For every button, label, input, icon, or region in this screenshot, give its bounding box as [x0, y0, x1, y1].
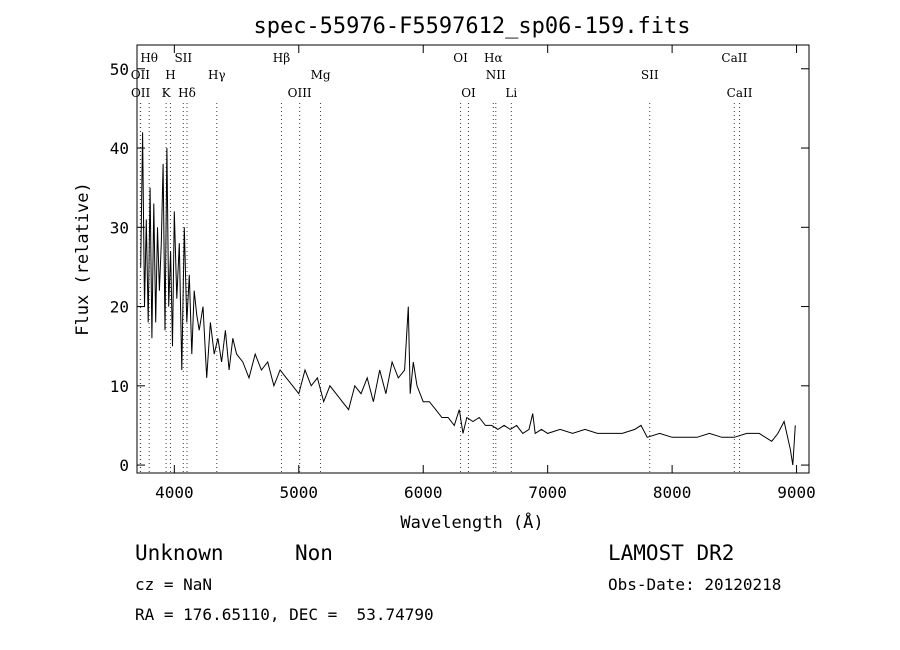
x-axis-label: Wavelength (Å) [400, 511, 543, 533]
spectral-line-label: Li [505, 86, 517, 100]
spectral-line-label: Hδ [178, 86, 196, 100]
x-tick-label: 9000 [777, 483, 816, 502]
y-tick-label: 30 [110, 218, 129, 237]
spectral-line-label: H [165, 68, 175, 82]
class-label: Unknown [135, 541, 224, 565]
y-tick-label: 50 [110, 60, 129, 79]
chart-title: spec-55976-F5597612_sp06-159.fits [253, 14, 690, 39]
x-tick-label: 6000 [404, 483, 443, 502]
spectral-line-label: Hθ [140, 51, 158, 65]
subclass-label: Non [295, 541, 333, 565]
x-tick-label: 8000 [653, 483, 692, 502]
spectral-line-label: Hγ [208, 68, 226, 82]
spectral-line-label: NII [486, 68, 506, 82]
spectral-line-label: Mg [311, 68, 331, 82]
spectral-line-label: OIII [288, 86, 312, 100]
line-marker-layer: OII OII Hθ KH SII Hδ Hγ Hβ OIII Mg OI OI Hα NII Li SII C… [131, 51, 753, 473]
spectral-line-label: CaII [721, 51, 747, 65]
coordinates-label: RA = 176.65110, DEC = 53.74790 [135, 605, 434, 624]
y-tick-label: 10 [110, 377, 129, 396]
redshift-label: cz = NaN [135, 575, 213, 594]
obs-date-label: Obs-Date: 20120218 [608, 575, 782, 594]
y-axis-label: Flux (relative) [73, 182, 93, 336]
y-tick-label: 40 [110, 139, 129, 158]
spectral-line-label: OI [461, 86, 476, 100]
spectral-line-label: K [162, 86, 172, 100]
spectral-line-label: Hβ [273, 51, 290, 65]
spectral-line-label: SII [174, 51, 192, 65]
spectral-line-label: OII [131, 68, 151, 82]
spectrum-line [140, 132, 796, 466]
axis-layer: 4000 5000 6000 7000 8000 9000 0 10 20 30 40 50 [110, 45, 816, 502]
spectral-line-label: SII [641, 68, 659, 82]
spectral-line-label: OI [453, 51, 468, 65]
x-tick-label: 7000 [528, 483, 567, 502]
spectral-line-label: OII [131, 86, 151, 100]
x-tick-label: 4000 [155, 483, 194, 502]
spectral-line-label: Hα [484, 51, 503, 65]
x-tick-label: 5000 [280, 483, 319, 502]
survey-label: LAMOST DR2 [608, 541, 735, 565]
y-tick-label: 0 [119, 456, 129, 475]
spectral-line-label: CaII [727, 86, 753, 100]
y-tick-label: 20 [110, 298, 129, 317]
plot-frame [136, 44, 810, 474]
